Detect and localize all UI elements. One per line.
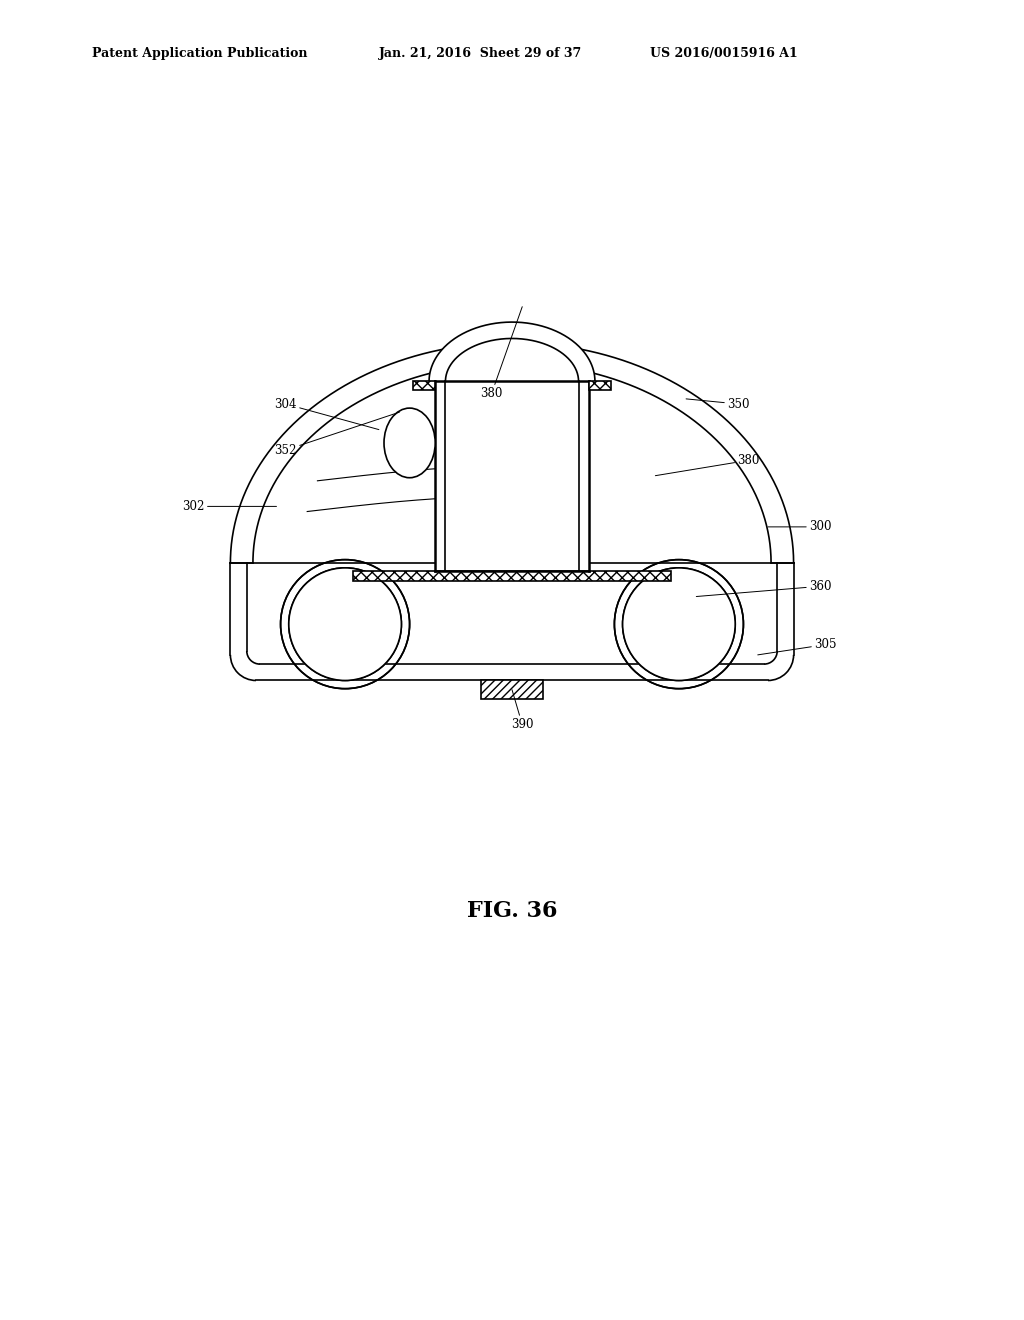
Polygon shape [445, 381, 579, 572]
Text: 380: 380 [480, 306, 522, 400]
Polygon shape [230, 562, 794, 681]
Circle shape [289, 568, 401, 681]
Text: 380: 380 [655, 454, 760, 475]
Polygon shape [589, 381, 611, 389]
Text: 360: 360 [696, 579, 831, 597]
Circle shape [623, 568, 735, 681]
Circle shape [624, 569, 734, 680]
Polygon shape [579, 381, 589, 572]
Polygon shape [353, 572, 671, 581]
Text: 300: 300 [768, 520, 831, 533]
Text: Patent Application Publication: Patent Application Publication [92, 46, 307, 59]
Ellipse shape [384, 408, 435, 478]
Polygon shape [481, 681, 543, 698]
Text: 352: 352 [274, 412, 399, 457]
Polygon shape [413, 381, 435, 389]
Text: 304: 304 [274, 397, 379, 429]
Text: 305: 305 [758, 638, 837, 655]
Text: 390: 390 [511, 689, 534, 731]
Polygon shape [230, 343, 794, 562]
Text: FIG. 36: FIG. 36 [467, 900, 557, 923]
Text: 302: 302 [182, 500, 276, 513]
Polygon shape [445, 338, 579, 381]
Polygon shape [253, 363, 771, 562]
Circle shape [290, 569, 400, 680]
Text: Jan. 21, 2016  Sheet 29 of 37: Jan. 21, 2016 Sheet 29 of 37 [379, 46, 582, 59]
Text: US 2016/0015916 A1: US 2016/0015916 A1 [650, 46, 798, 59]
Polygon shape [435, 381, 445, 572]
Polygon shape [429, 322, 595, 381]
Text: 350: 350 [686, 397, 750, 411]
